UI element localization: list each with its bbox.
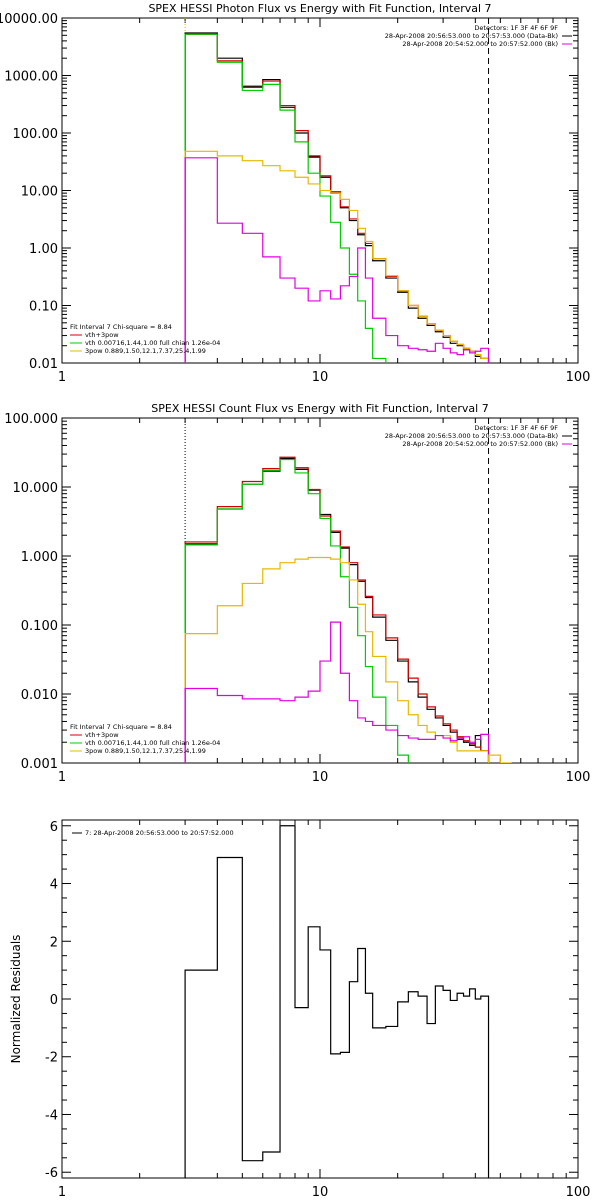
y-tick-label: 1.000 [21,550,58,565]
series-vth [184,33,387,363]
legend-top-right-entry: 28-Apr-2008 20:56:53.000 to 20:57:53.000… [385,432,558,440]
series-group [184,456,512,763]
x-tick-label: 1 [58,770,66,785]
series-bk [184,621,490,763]
y-tick-label: 0.001 [21,757,58,772]
legend-bottom-left-entry: 3pow 0.889,1.50,12.1,7.37,25.4,1.99 [85,747,206,755]
chart-title: SPEX HESSI Photon Flux vs Energy with Fi… [148,2,491,15]
residuals-chart: Normalized Residuals 1 10 100 -6 -4 -2 0 2 4 6 7: 2… [9,819,591,1200]
legend-top-right-entry: 28-Apr-2008 20:56:53.000 to 20:57:53.000… [385,32,558,40]
plot-frame [61,417,579,764]
y-tick-label: 1.00 [29,242,58,257]
count-flux-chart: SPEX HESSI Count Flux vs Energy with Fit… [4,402,591,785]
legend-bottom-left-entry: vth 0.00716,1.44,1.00 full chian 1.26e-0… [85,339,220,347]
series-bk [184,157,490,363]
y-tick-label: 0 [50,993,58,1008]
y-axis-label: Normalized Residuals [9,935,23,1064]
legend-bottom-left-entry: Fit Interval 7 Chi-square = 8.84 [70,723,172,731]
y-tick-label: 10.00 [21,185,58,200]
y-tick-label: 10000.00 [0,12,58,27]
series-3pow [184,150,490,363]
y-tick-label: 2 [50,935,58,950]
y-tick-label: 0.100 [21,619,58,634]
y-tick-label: -6 [45,1166,58,1181]
photon-flux-chart: SPEX HESSI Photon Flux vs Energy with Fi… [0,2,591,385]
series-vth-3pow [184,456,490,763]
x-tick-label: 100 [566,1185,591,1200]
series-residuals [184,825,490,1178]
y-tick-label: 100.000 [4,412,58,427]
series-3pow [184,556,490,763]
y-tick-label: -4 [45,1108,58,1123]
series-group [184,825,490,1178]
chart-title: SPEX HESSI Count Flux vs Energy with Fit… [151,402,488,415]
legend-bottom-left-entry: 3pow 0.889,1.50,12.1,7.37,25.4,1.99 [85,347,206,355]
legend-top-right-entry: 28-Apr-2008 20:54:52.000 to 20:57:52.000… [402,40,558,48]
series-3pow-tail [487,754,512,763]
legend-bottom-left-entry: vth+3pow [85,331,119,339]
series-data-bk [184,457,490,763]
y-tick-label: 6 [50,820,58,835]
legend-top-right-entry: 28-Apr-2008 20:54:52.000 to 20:57:52.000… [402,440,558,448]
series-vth [184,458,409,763]
y-tick-label: 10.000 [13,481,59,496]
y-tick-label: 1000.00 [4,70,58,85]
series-vth-3pow [184,33,490,363]
plot-frame [61,819,579,1179]
legend-top-right-entry: Detectors: 1F 3F 4F 6F 9F [474,24,558,32]
series-data-bk [184,32,490,363]
x-tick-label: 1 [58,370,66,385]
y-tick-label: 0.010 [21,688,58,703]
legend-entry: 7: 28-Apr-2008 20:56:53.000 to 20:57:52.… [85,829,234,837]
x-tick-label: 10 [312,770,329,785]
x-tick-label: 1 [58,1185,66,1200]
y-tick-label: -2 [45,1051,58,1066]
y-tick-label: 0.10 [29,300,58,315]
x-tick-label: 10 [312,1185,329,1200]
y-tick-label: 0.01 [29,357,58,372]
y-tick-label: 4 [50,878,58,893]
legend-bottom-left-entry: vth+3pow [85,731,119,739]
legend-top-right-entry: Detectors: 1F 3F 4F 6F 9F [474,424,558,432]
x-tick-label: 10 [312,370,329,385]
x-tick-label: 100 [566,770,591,785]
series-group [184,32,490,363]
legend-bottom-left-entry: Fit Interval 7 Chi-square = 8.84 [70,323,172,331]
legend-bottom-left-entry: vth 0.00716,1.44,1.00 full chian 1.26e-0… [85,739,220,747]
x-tick-label: 100 [566,370,591,385]
y-tick-label: 100.00 [13,127,59,142]
